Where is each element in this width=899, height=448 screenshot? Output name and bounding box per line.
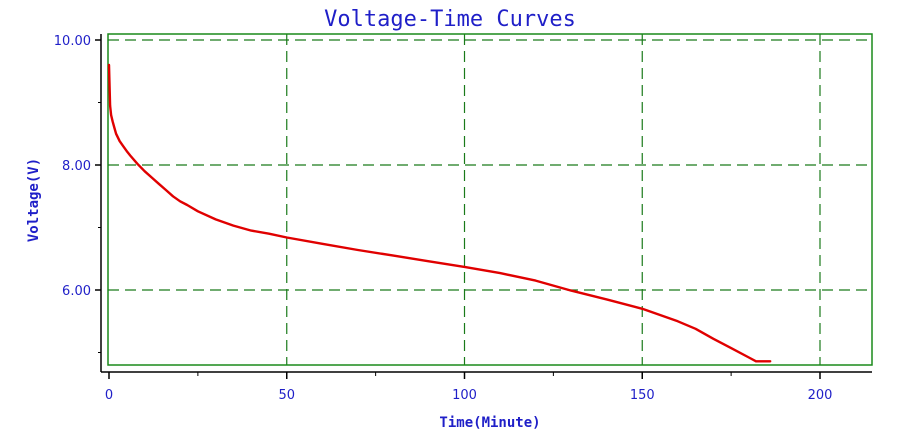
series-line-0: [107, 63, 772, 363]
x-tick-label: 50: [278, 388, 295, 403]
x-tick-label: 150: [630, 388, 655, 403]
y-tick-label: 6.00: [62, 284, 91, 299]
x-tick-label: 100: [452, 388, 477, 403]
x-tick-label: 200: [808, 388, 833, 403]
grid-lines: [108, 34, 872, 365]
y-tick-label: 8.00: [62, 159, 91, 174]
plot-frame: [107, 33, 873, 366]
x-tick-label: 0: [105, 388, 113, 403]
y-tick-label: 10.00: [54, 34, 91, 49]
y-axis-title: Voltage(V): [26, 158, 42, 242]
x-axis-title: Time(Minute): [439, 415, 540, 431]
chart-title: Voltage-Time Curves: [324, 7, 576, 32]
